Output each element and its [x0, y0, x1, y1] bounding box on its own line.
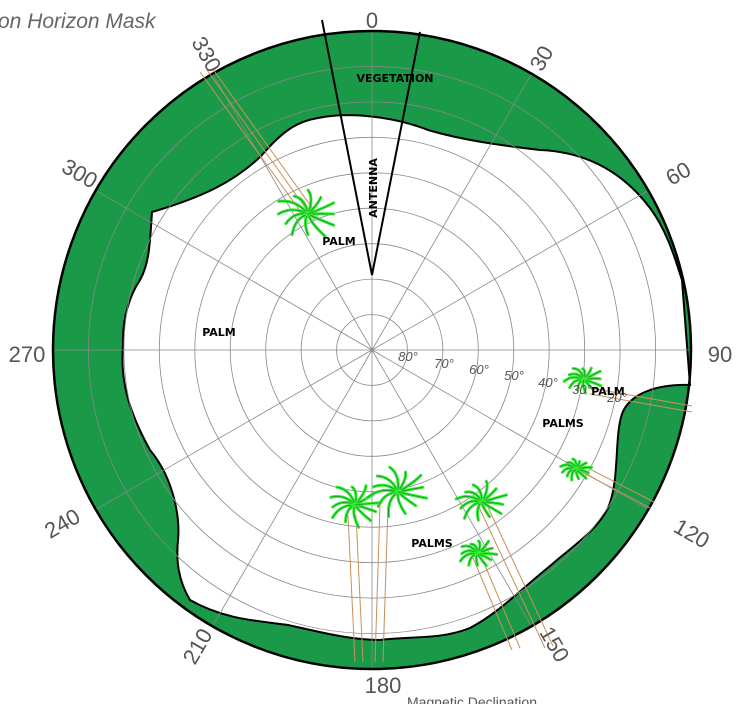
trunk-bottom-7 [472, 557, 513, 651]
palm-trunks [199, 67, 693, 663]
azimuth-spoke [212, 73, 373, 351]
horizon-circle [51, 29, 693, 671]
azimuth-label-210: 210 [177, 624, 217, 668]
elevation-label-80: 80° [398, 349, 418, 364]
palm-frond [307, 202, 335, 215]
elevation-label-50: 50° [504, 368, 524, 383]
palm-crown [458, 539, 499, 568]
elevation-label-60: 60° [469, 362, 489, 377]
horizon-mask-outline [121, 114, 692, 642]
trunk-upper-left-2 [206, 69, 315, 221]
palm-crown [365, 465, 429, 518]
azimuth-spoke [371, 73, 532, 351]
azimuth-label-60: 60 [661, 157, 695, 191]
palm-crowns [276, 188, 603, 568]
azimuth-label-180: 180 [365, 673, 402, 698]
palms-label-right: PALMS [542, 417, 584, 430]
azimuth-label-0: 0 [366, 8, 378, 33]
trunk-bottom-5 [477, 504, 546, 649]
palm-crown [562, 366, 603, 395]
azimuth-label-90: 90 [708, 342, 732, 367]
palm-crown [454, 479, 508, 522]
palm-label-upper: PALM [322, 235, 356, 248]
azimuth-spoke [371, 349, 532, 627]
elevation-label-30: 30° [572, 382, 592, 397]
trunk-right-1 [577, 469, 651, 509]
trunk-right-4 [589, 393, 693, 413]
palm-label-right: PALM [591, 385, 625, 398]
trunk-bottom-6 [485, 502, 554, 647]
palm-frond [582, 379, 586, 394]
elevation-label-20: 20° [606, 390, 627, 405]
antenna-label: ANTENNA [367, 158, 380, 218]
antenna-obstruction [321, 19, 421, 276]
trunk-bottom-4 [382, 504, 389, 663]
palm-frond [397, 491, 427, 499]
palm-label-left: PALM [202, 326, 236, 339]
trunk-bottom-2 [355, 514, 364, 663]
trunk-bottom-3 [374, 504, 381, 663]
trunk-right-2 [581, 464, 655, 503]
elevation-label-70: 70° [434, 356, 454, 371]
azimuth-label-300: 300 [58, 153, 102, 193]
trunk-bottom-8 [480, 555, 521, 649]
azimuth-label-240: 240 [40, 503, 84, 543]
palm-crown [329, 484, 383, 529]
azimuth-label-30: 30 [525, 41, 559, 75]
polar-grid [53, 31, 691, 669]
azimuth-label-150: 150 [534, 622, 574, 666]
palm-frond [278, 200, 309, 215]
trunk-bottom-1 [347, 514, 356, 663]
vegetation-label: VEGETATION [356, 72, 433, 85]
diagram-title: on Horizon Mask [0, 10, 157, 33]
azimuth-spoke [95, 190, 373, 351]
palm-crown [276, 188, 336, 238]
azimuth-spoke [95, 349, 373, 510]
palms-label-bottom: PALMS [411, 537, 453, 550]
palm-crown [559, 457, 594, 482]
palm-frond [571, 469, 577, 481]
azimuth-label-270: 270 [9, 342, 46, 367]
trunk-upper-left-3 [211, 67, 319, 217]
azimuth-label-120: 120 [670, 513, 714, 553]
magnetic-declination-label: Magnetic Declination [407, 694, 537, 704]
trunk-upper-left-1 [199, 71, 309, 223]
azimuth-spoke [371, 190, 649, 351]
azimuth-spoke [212, 349, 373, 627]
elevation-label-40: 40° [538, 375, 558, 390]
trunk-right-3 [589, 387, 693, 407]
palm-frond [481, 501, 502, 514]
palm-frond [477, 553, 487, 566]
